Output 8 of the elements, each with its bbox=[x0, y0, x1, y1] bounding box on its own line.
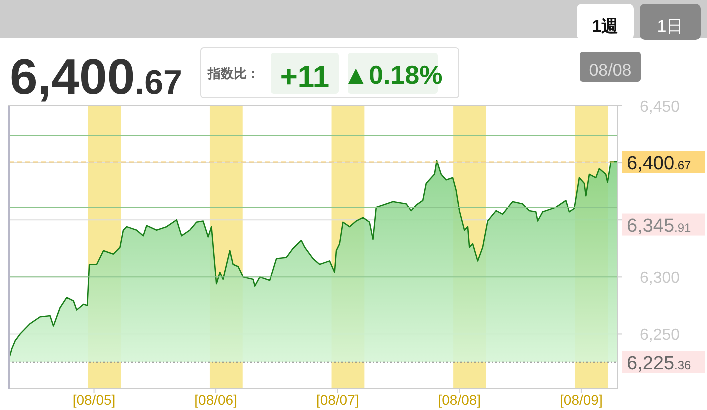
annotation: 1日 bbox=[657, 17, 684, 36]
annotation: 6,345.91 bbox=[627, 216, 692, 237]
title: 6,400.67 bbox=[10, 49, 182, 105]
annotation: +11 bbox=[280, 61, 330, 94]
annotation: 08/08 bbox=[589, 61, 632, 80]
annotation: 1週 bbox=[592, 17, 619, 36]
annotation: ▲0.18% bbox=[343, 60, 443, 90]
annotation: 指数比： bbox=[208, 66, 260, 81]
